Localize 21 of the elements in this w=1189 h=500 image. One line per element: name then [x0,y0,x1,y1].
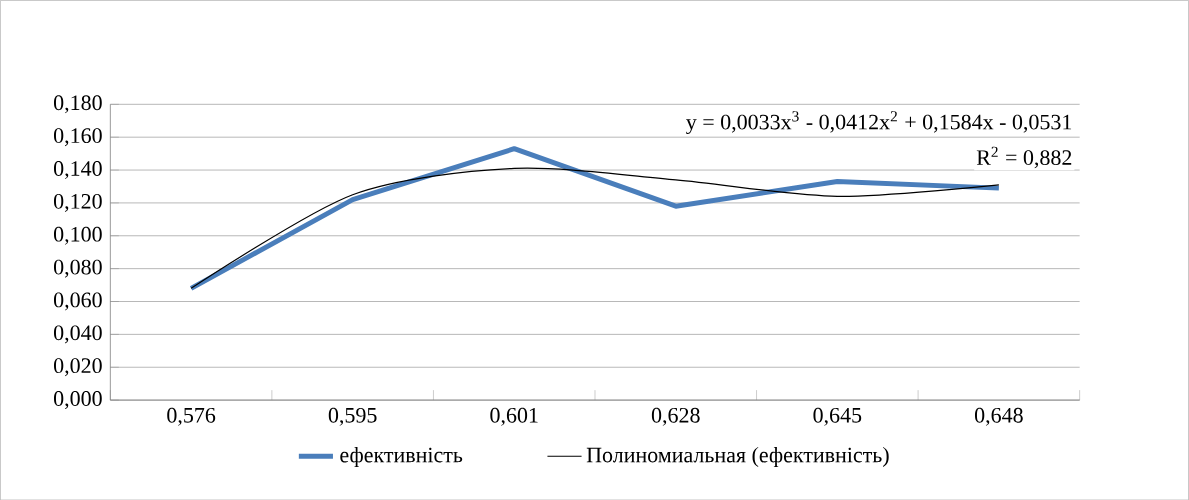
x-tick-label: 0,648 [974,407,1023,426]
y-tick-label: 0,080 [53,259,102,278]
y-tick-label: 0,060 [53,292,102,311]
y-tick-label: 0,000 [53,390,102,409]
annotation: y = 0,0033x$^{3}$ - 0,0412x$^{2}$ + 0,1584x - 0,0531 [686,110,1072,134]
x-tick-label: 0,601 [490,407,538,426]
line-series [190,167,1000,289]
x-tick-label: 0,628 [651,407,700,426]
y-tick-label: 0,140 [53,160,102,179]
legend-label: ефективність [340,446,463,467]
x-tick-label: 0,576 [167,407,216,426]
x-tick-label: 0,595 [328,407,377,426]
y-tick-label: 0,040 [53,325,102,344]
y-tick-label: 0,100 [53,226,102,245]
legend-label: Полиномиальная (ефективність) [586,446,889,467]
annotation: R$^{2}$ = 0,882 [976,146,1072,168]
x-tick-label: 0,645 [813,407,862,426]
y-tick-label: 0,120 [53,193,102,212]
y-tick-label: 0,160 [53,127,102,146]
y-tick-label: 0,180 [53,95,102,114]
y-tick-label: 0,020 [53,358,102,377]
